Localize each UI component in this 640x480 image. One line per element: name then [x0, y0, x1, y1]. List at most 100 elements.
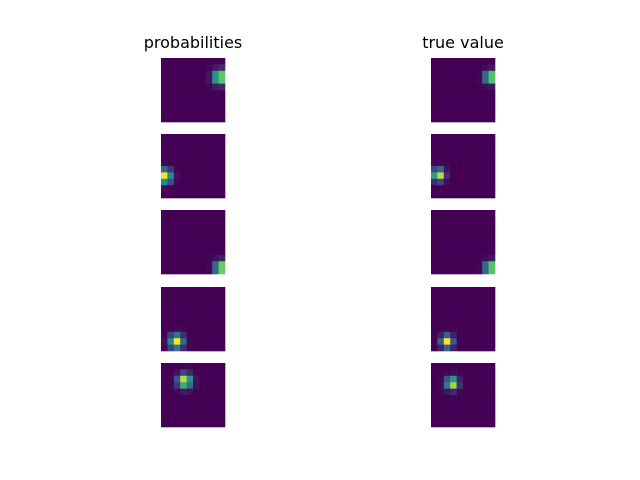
- heatmap-cell: [205, 229, 213, 236]
- heatmap-cell: [173, 77, 181, 84]
- heatmap-cell: [205, 134, 213, 141]
- heatmap-cell: [443, 242, 451, 249]
- heatmap-cell: [173, 58, 181, 65]
- heatmap-cell: [199, 401, 207, 409]
- heatmap-cell: [450, 172, 457, 180]
- heatmap-cell: [205, 242, 213, 249]
- heatmap-cell: [180, 102, 187, 110]
- heatmap-cell: [475, 338, 483, 345]
- heatmap-cell: [488, 166, 496, 173]
- heatmap-cell: [193, 229, 200, 236]
- heatmap-cell: [431, 261, 438, 268]
- heatmap-cell: [180, 299, 187, 307]
- heatmap-true-value-0: [431, 58, 496, 123]
- heatmap-cell: [193, 146, 200, 154]
- heatmap-cell: [456, 306, 464, 313]
- heatmap-cell: [469, 267, 477, 275]
- heatmap-cell: [456, 109, 464, 116]
- heatmap-cell: [443, 420, 451, 428]
- heatmap-cell: [431, 70, 438, 78]
- heatmap-cell: [161, 319, 168, 326]
- heatmap-cell: [173, 242, 181, 249]
- heatmap-true-value-4: [431, 363, 496, 428]
- heatmap-cell: [488, 338, 496, 345]
- heatmap-cell: [437, 414, 445, 421]
- heatmap-cell: [469, 159, 477, 167]
- heatmap-cell: [218, 70, 226, 78]
- heatmap-cell: [161, 229, 168, 236]
- heatmap-cell: [469, 77, 477, 84]
- heatmap-cell: [443, 83, 451, 91]
- heatmap-cell: [488, 407, 496, 415]
- heatmap-cell: [218, 109, 226, 116]
- heatmap-cell: [180, 146, 187, 154]
- heatmap-cell: [193, 109, 200, 116]
- heatmap-cell: [437, 172, 445, 180]
- heatmap-cell: [437, 140, 445, 148]
- heatmap-cell: [167, 115, 175, 123]
- heatmap-cell: [180, 325, 187, 333]
- heatmap-cell: [482, 254, 489, 262]
- heatmap-cell: [205, 178, 213, 186]
- heatmap-cell: [193, 414, 200, 421]
- heatmap-cell: [482, 172, 489, 180]
- heatmap-cell: [488, 306, 496, 313]
- heatmap-cell: [193, 420, 200, 428]
- heatmap-cell: [488, 109, 496, 116]
- heatmap-cell: [199, 287, 207, 294]
- heatmap-cell: [218, 375, 226, 383]
- heatmap-cell: [205, 388, 213, 396]
- heatmap-cell: [218, 64, 226, 72]
- heatmap-cell: [199, 248, 207, 256]
- heatmap-cell: [482, 191, 489, 199]
- heatmap-cell: [186, 369, 194, 377]
- heatmap-cell: [437, 235, 445, 243]
- heatmap-cell: [469, 331, 477, 339]
- heatmap-cell: [475, 235, 483, 243]
- heatmap-cell: [218, 58, 226, 65]
- heatmap-cell: [199, 344, 207, 352]
- heatmap-cell: [450, 414, 457, 421]
- heatmap-cell: [469, 210, 477, 217]
- heatmap-cell: [199, 146, 207, 154]
- heatmap-cell: [218, 96, 226, 104]
- heatmap-cell: [167, 338, 175, 345]
- heatmap-cell: [475, 146, 483, 154]
- heatmap-cell: [463, 102, 470, 110]
- heatmap-cell: [180, 261, 187, 268]
- heatmap-cell: [488, 210, 496, 217]
- heatmap-cell: [205, 166, 213, 173]
- heatmap-cell: [450, 319, 457, 326]
- heatmap-cell: [180, 216, 187, 224]
- heatmap-cell: [443, 254, 451, 262]
- heatmap-cell: [218, 331, 226, 339]
- heatmap-cell: [173, 134, 181, 141]
- heatmap-cell: [199, 325, 207, 333]
- heatmap-cell: [186, 90, 194, 97]
- heatmap-cell: [199, 134, 207, 141]
- heatmap-cell: [456, 102, 464, 110]
- heatmap-cell: [469, 375, 477, 383]
- heatmap-cell: [218, 363, 226, 370]
- heatmap-cell: [199, 210, 207, 217]
- heatmap-cell: [463, 388, 470, 396]
- heatmap-cell: [443, 369, 451, 377]
- heatmap-cell: [193, 338, 200, 345]
- heatmap-cell: [437, 248, 445, 256]
- heatmap-cell: [161, 363, 168, 370]
- heatmap-cell: [463, 64, 470, 72]
- heatmap-cell: [161, 420, 168, 428]
- heatmap-cell: [450, 338, 457, 345]
- heatmap-cell: [205, 64, 213, 72]
- heatmap-cell: [161, 375, 168, 383]
- heatmap-cell: [437, 109, 445, 116]
- heatmap-cell: [450, 407, 457, 415]
- heatmap-cell: [437, 153, 445, 160]
- heatmap-cell: [463, 407, 470, 415]
- heatmap-cell: [463, 58, 470, 65]
- heatmap-cell: [161, 401, 168, 409]
- heatmap-probabilities-0: [161, 58, 226, 123]
- heatmap-cell: [180, 338, 187, 345]
- heatmap-cell: [482, 96, 489, 104]
- heatmap-cell: [488, 216, 496, 224]
